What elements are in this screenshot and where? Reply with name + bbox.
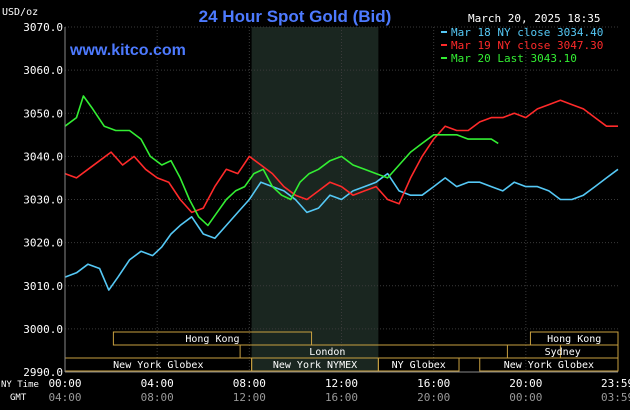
gmt-tick-label: 00:00 <box>509 391 542 404</box>
y-tick-label: 3070.0 <box>23 21 63 34</box>
series-line-1 <box>64 99 618 214</box>
y-tick-label: 2990.0 <box>23 366 63 379</box>
session-label: London <box>309 347 345 358</box>
session-box <box>377 357 460 372</box>
legend-entry: Mar 20 Last 3043.10 <box>451 52 577 65</box>
gmt-tick-label: 16:00 <box>325 391 358 404</box>
session-label: New York Globex <box>504 360 594 371</box>
ny-tick-label: 04:00 <box>141 377 174 390</box>
y-tick-label: 3030.0 <box>23 194 63 207</box>
legend-entry: Mar 18 NY close 3034.40 <box>451 26 603 39</box>
legend-swatch <box>441 31 447 33</box>
series-line-0 <box>64 168 619 291</box>
legend-swatch <box>441 57 447 59</box>
y-axis-ticks: 3070.0 3060.0 3050.0 3040.0 3030.0 3020.0 3010… <box>23 21 63 379</box>
ny-tick-label: 00:00 <box>48 377 81 390</box>
y-tick-label: 3050.0 <box>23 107 63 120</box>
y-tick-label: 3060.0 <box>23 64 63 77</box>
session-label: Sydney <box>545 347 581 358</box>
session-label: Hong Kong <box>547 334 601 345</box>
ny-tick-label: 23:59 <box>601 377 630 390</box>
legend-entry: Mar 19 NY close 3047.30 <box>451 39 603 52</box>
ny-tick-label: 12:00 <box>325 377 358 390</box>
y-tick-label: 3000.0 <box>23 323 63 336</box>
session-box <box>479 357 619 372</box>
price-series <box>64 95 619 291</box>
ny-tick-label: 08:00 <box>233 377 266 390</box>
ny-tick-label: 16:00 <box>417 377 450 390</box>
ny-time-axis-label: NY Time <box>1 380 39 390</box>
gmt-tick-label: 20:00 <box>417 391 450 404</box>
y-tick-label: 3040.0 <box>23 150 63 163</box>
legend-swatch <box>441 44 447 46</box>
y-tick-label: 3010.0 <box>23 280 63 293</box>
gmt-tick-label: 04:00 <box>48 391 81 404</box>
session-label: Hong Kong <box>185 334 239 345</box>
chart-title: 24 Hour Spot Gold (Bid) <box>199 7 392 26</box>
session-label: New York NYMEX <box>273 360 357 371</box>
y-tick-label: 3020.0 <box>23 237 63 250</box>
market-sessions: Hong Kong Hong Kong London Sydney New York G… <box>64 331 619 372</box>
site-watermark[interactable]: www.kitco.com <box>69 42 186 59</box>
session-label: New York Globex <box>113 360 203 371</box>
gmt-tick-label: 08:00 <box>141 391 174 404</box>
ny-tick-label: 20:00 <box>509 377 542 390</box>
date-stamp: March 20, 2025 18:35 <box>468 12 600 25</box>
gmt-tick-label: 03:59 <box>601 391 630 404</box>
y-axis-unit: USD/oz <box>2 7 38 18</box>
series-line-2 <box>64 95 499 227</box>
session-label: NY Globex <box>392 360 446 371</box>
session-box <box>112 331 313 346</box>
gmt-tick-label: 12:00 <box>233 391 266 404</box>
x-axis-ticks: 00:0004:0008:0012:0016:0020:0023:5904:00… <box>48 377 630 404</box>
gmt-axis-label: GMT <box>10 393 27 403</box>
